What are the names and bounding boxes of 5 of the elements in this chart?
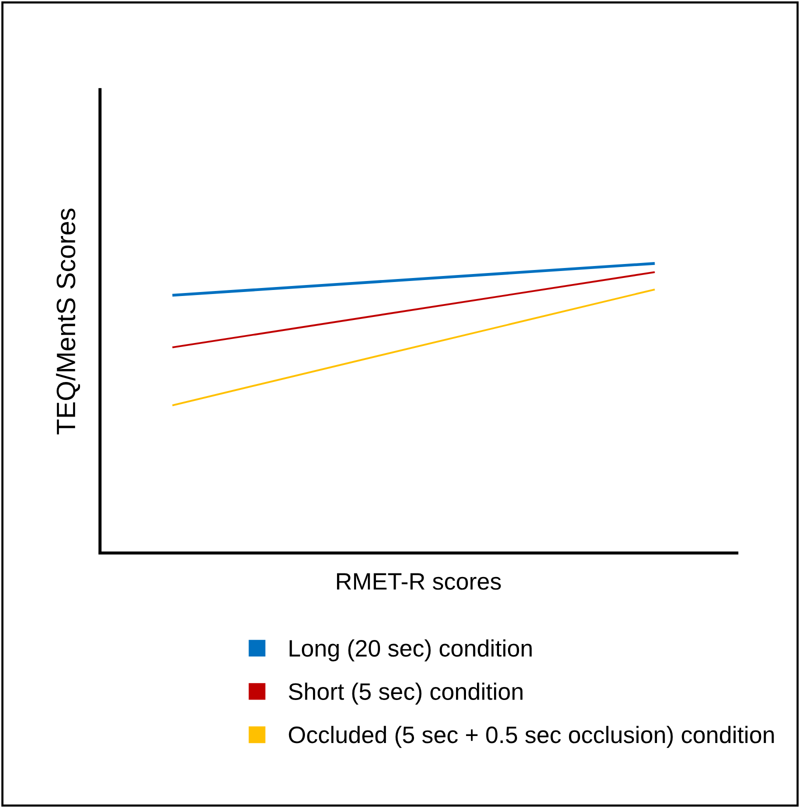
y-axis-title: TEQ/MentS Scores xyxy=(56,208,80,434)
legend-label: Occluded (5 sec + 0.5 sec occlusion) condition xyxy=(288,726,774,748)
x-axis-title: RMET-R scores xyxy=(337,573,501,590)
legend-label: Long (20 sec) condition xyxy=(290,639,532,662)
legend-label: Short (5 sec) condition xyxy=(288,682,522,705)
